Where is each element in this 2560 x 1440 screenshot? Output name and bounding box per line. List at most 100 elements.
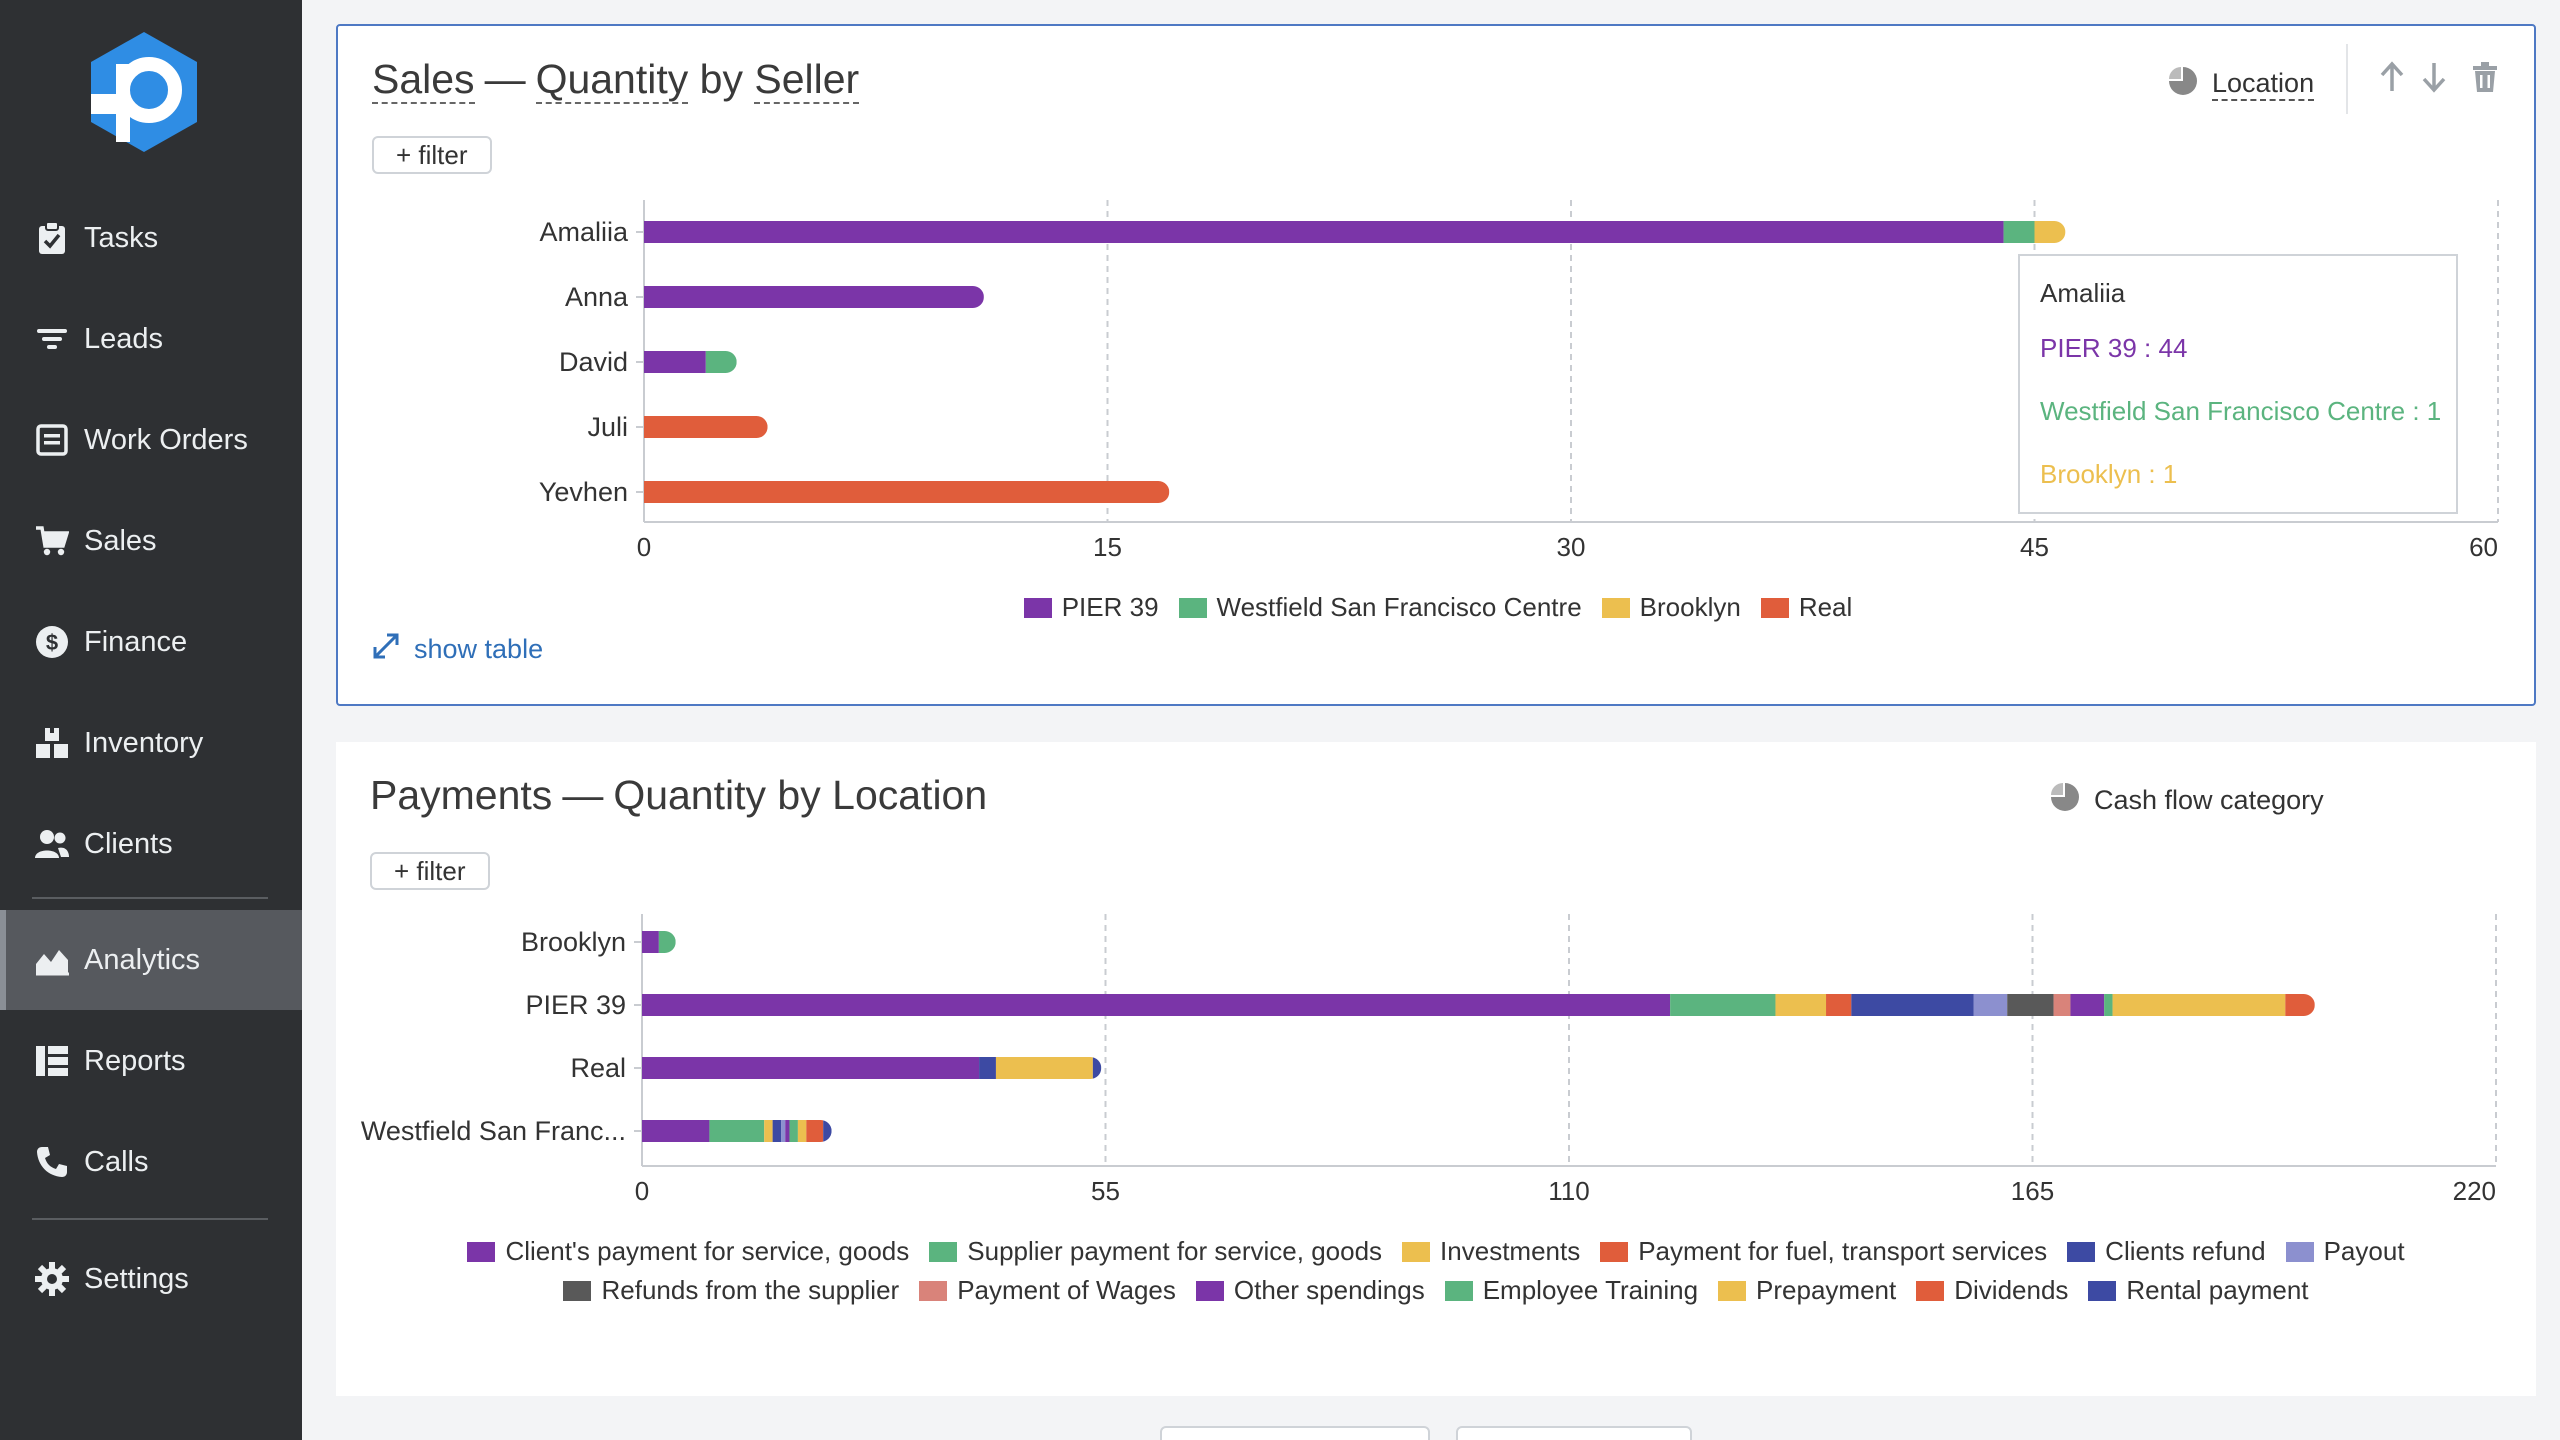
bar-group[interactable] <box>644 416 768 438</box>
bar-segment[interactable] <box>995 1057 1093 1079</box>
bar-segment[interactable] <box>1775 994 1827 1016</box>
legend-item[interactable]: Clients refund <box>2067 1236 2266 1267</box>
payments-chart-panel[interactable]: Payments — Quantity by Location + filter C… <box>336 742 2536 1396</box>
bar-segment[interactable] <box>1092 1057 1102 1079</box>
save-report-button[interactable] <box>1456 1426 1692 1440</box>
bar-segment[interactable] <box>2053 994 2071 1016</box>
bar-group[interactable] <box>642 1120 832 1142</box>
add-chart-button[interactable] <box>1160 1426 1430 1440</box>
title-entity-selector[interactable]: Payments <box>370 772 553 818</box>
bar-segment[interactable] <box>644 286 984 308</box>
trash-icon[interactable] <box>2472 61 2498 97</box>
bar-segment[interactable] <box>1670 994 1776 1016</box>
title-entity-selector[interactable]: Sales <box>372 56 475 104</box>
legend-item[interactable]: PIER 39 <box>1023 592 1159 623</box>
sidebar-item-leads[interactable]: Leads <box>0 289 302 389</box>
legend-item[interactable]: Dividends <box>1916 1275 2068 1306</box>
sidebar-item-inventory[interactable]: Inventory <box>0 693 302 793</box>
bar-segment[interactable] <box>1851 994 1974 1016</box>
legend-item[interactable]: Real <box>1760 592 1853 623</box>
legend-item[interactable]: Client's payment for service, goods <box>467 1236 909 1267</box>
bar-segment[interactable] <box>2070 994 2105 1016</box>
bar-segment[interactable] <box>709 1120 765 1142</box>
legend-item[interactable]: Refunds from the supplier <box>563 1275 899 1306</box>
title-groupby-selector[interactable]: Location <box>832 772 988 818</box>
bar-segment[interactable] <box>2104 994 2113 1016</box>
legend-item[interactable]: Other spendings <box>1195 1275 1425 1306</box>
split-by-selector[interactable]: Location <box>2168 66 2315 103</box>
add-filter-button[interactable]: + filter <box>370 852 490 890</box>
bar-segment[interactable] <box>642 994 1671 1016</box>
sidebar-item-sales[interactable]: Sales <box>0 491 302 591</box>
bar-group[interactable] <box>642 931 676 953</box>
legend-swatch <box>1916 1280 1945 1301</box>
sidebar-item-settings[interactable]: Settings <box>0 1229 302 1329</box>
bar-segment[interactable] <box>781 1120 786 1142</box>
sidebar-item-finance[interactable]: $ Finance <box>0 592 302 692</box>
title-groupby-selector[interactable]: Seller <box>754 56 860 104</box>
legend-item[interactable]: Payout <box>2285 1236 2405 1267</box>
sidebar-item-calls[interactable]: Calls <box>0 1112 302 1212</box>
bar-segment[interactable] <box>644 481 1170 503</box>
bar-segment[interactable] <box>2034 221 2066 243</box>
bar-segment[interactable] <box>644 416 768 438</box>
legend-item[interactable]: Investments <box>1402 1236 1580 1267</box>
bar-segment[interactable] <box>772 1120 782 1142</box>
bar-group[interactable] <box>644 286 984 308</box>
bar-segment[interactable] <box>785 1120 790 1142</box>
bar-segment[interactable] <box>979 1057 996 1079</box>
bar-segment[interactable] <box>2285 994 2315 1016</box>
legend-item[interactable]: Brooklyn <box>1601 592 1741 623</box>
bar-group[interactable] <box>644 481 1170 503</box>
legend-item[interactable]: Westfield San Francisco Centre <box>1178 592 1582 623</box>
sidebar-item-clients[interactable]: Clients <box>0 794 302 894</box>
bar-segment[interactable] <box>2003 221 2035 243</box>
legend-item[interactable]: Rental payment <box>2088 1275 2309 1306</box>
legend-label: Rental payment <box>2126 1275 2309 1305</box>
title-metric-selector[interactable]: Quantity <box>613 772 767 818</box>
tooltip-row: Westfield San Francisco Centre : 1 <box>2040 396 2442 426</box>
bar-segment[interactable] <box>2112 994 2286 1016</box>
bar-segment[interactable] <box>658 931 676 953</box>
app-logo[interactable] <box>85 28 203 156</box>
x-tick-label: 15 <box>1093 532 1122 562</box>
bar-group[interactable] <box>644 221 2066 243</box>
bar-segment[interactable] <box>2007 994 2054 1016</box>
bar-segment[interactable] <box>644 351 706 373</box>
legend-label: Real <box>1798 592 1853 622</box>
legend-item[interactable]: Supplier payment for service, goods <box>929 1236 1382 1267</box>
sidebar-item-reports[interactable]: Reports <box>0 1011 302 1111</box>
bar-group[interactable] <box>642 994 2315 1016</box>
legend-item[interactable]: Payment of Wages <box>919 1275 1176 1306</box>
sales-chart-panel[interactable]: Sales — Quantity by Seller + filter Locati… <box>336 24 2536 706</box>
bar-segment[interactable] <box>1826 994 1852 1016</box>
legend-item[interactable]: Employee Training <box>1444 1275 1698 1306</box>
pie-chart-icon <box>2050 782 2080 819</box>
move-down-icon[interactable] <box>2420 61 2448 98</box>
sidebar-item-analytics[interactable]: Analytics <box>0 910 302 1010</box>
title-metric-selector[interactable]: Quantity <box>535 56 689 104</box>
bar-segment[interactable] <box>705 351 737 373</box>
bar-segment[interactable] <box>1973 994 2008 1016</box>
show-table-link[interactable]: show table <box>372 632 543 667</box>
legend-label: Brooklyn <box>1639 592 1741 622</box>
bar-segment[interactable] <box>644 221 2004 243</box>
bar-group[interactable] <box>642 1057 1102 1079</box>
bar-segment[interactable] <box>797 1120 807 1142</box>
bar-segment[interactable] <box>823 1120 832 1142</box>
bar-segment[interactable] <box>806 1120 824 1142</box>
bar-segment[interactable] <box>642 1057 980 1079</box>
bar-segment[interactable] <box>642 931 659 953</box>
category-label: PIER 39 <box>525 990 626 1020</box>
bar-segment[interactable] <box>789 1120 798 1142</box>
sidebar-item-tasks[interactable]: Tasks <box>0 188 302 288</box>
legend-item[interactable]: Payment for fuel, transport services <box>1600 1236 2047 1267</box>
bar-segment[interactable] <box>764 1120 773 1142</box>
bar-segment[interactable] <box>642 1120 710 1142</box>
split-by-selector[interactable]: Cash flow category <box>2050 782 2324 819</box>
add-filter-button[interactable]: + filter <box>372 136 492 174</box>
bar-group[interactable] <box>644 351 737 373</box>
sidebar-item-work-orders[interactable]: Work Orders <box>0 390 302 490</box>
legend-item[interactable]: Prepayment <box>1718 1275 1896 1306</box>
move-up-icon[interactable] <box>2378 60 2406 98</box>
